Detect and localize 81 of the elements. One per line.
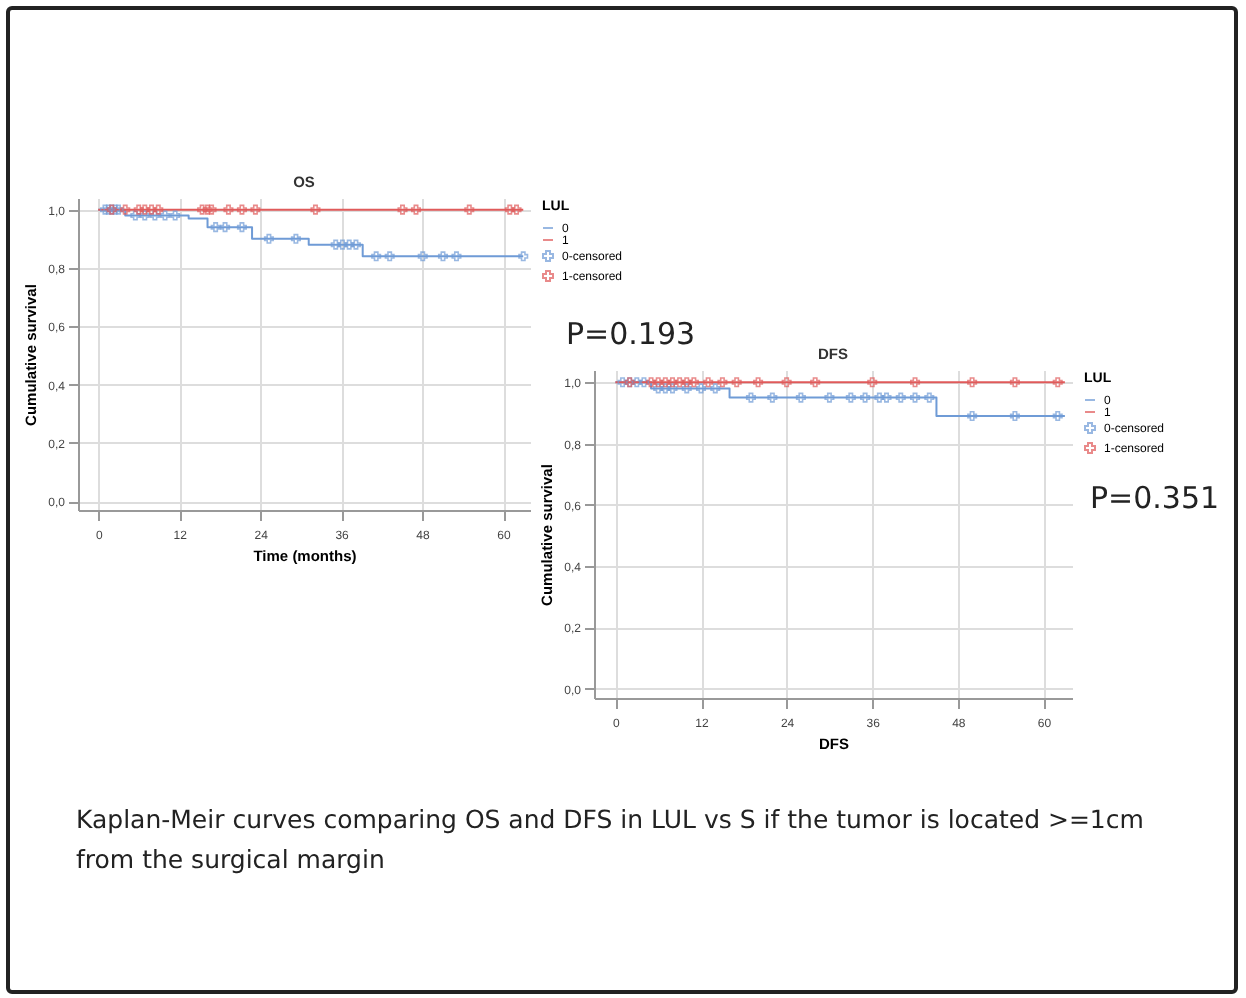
point — [767, 392, 778, 403]
point — [197, 204, 208, 215]
point — [681, 383, 692, 394]
text: Kaplan-Meir curves comparing OS and DFS in LUL vs S if the tumor is located >=1cm from the surgical margin — [76, 802, 1146, 878]
point — [874, 392, 885, 403]
point — [153, 204, 164, 215]
point — [99, 204, 111, 215]
point — [1009, 377, 1020, 388]
point — [688, 377, 699, 388]
point — [703, 377, 714, 388]
point — [967, 377, 978, 388]
point — [617, 377, 628, 388]
point — [845, 392, 856, 403]
point — [646, 377, 657, 388]
point — [910, 377, 921, 388]
point — [504, 204, 515, 215]
point — [745, 392, 756, 403]
text: P=0.351 — [1090, 480, 1220, 516]
point — [170, 210, 181, 221]
point — [695, 383, 707, 394]
point — [290, 233, 301, 244]
point — [130, 210, 141, 221]
point — [310, 204, 321, 215]
point — [384, 251, 395, 262]
point — [397, 204, 408, 215]
point — [202, 204, 213, 215]
point — [810, 377, 821, 388]
point — [139, 204, 150, 215]
point — [236, 204, 247, 215]
point — [263, 233, 274, 244]
point — [895, 392, 906, 403]
point — [206, 204, 217, 215]
point — [753, 377, 764, 388]
point — [781, 377, 792, 388]
point — [223, 204, 234, 215]
point — [1009, 410, 1020, 422]
point — [681, 377, 692, 388]
point — [653, 383, 664, 394]
point — [824, 392, 835, 403]
point — [330, 239, 341, 250]
point — [139, 210, 150, 221]
point — [344, 239, 355, 250]
point — [210, 222, 221, 233]
point — [717, 377, 728, 388]
point — [731, 377, 742, 388]
point — [860, 392, 871, 403]
point — [159, 210, 171, 221]
point — [1052, 377, 1063, 388]
point — [910, 392, 921, 403]
point — [631, 377, 642, 388]
point — [464, 204, 475, 215]
point — [924, 392, 935, 403]
point — [250, 204, 261, 215]
point — [133, 204, 144, 215]
point — [371, 251, 382, 262]
point — [795, 392, 806, 403]
point — [967, 410, 978, 422]
point — [236, 222, 247, 233]
point — [120, 204, 131, 215]
point — [660, 383, 671, 394]
point — [667, 383, 678, 394]
point — [881, 392, 892, 403]
point — [710, 383, 721, 394]
point — [220, 222, 231, 233]
point — [867, 377, 878, 388]
point — [674, 377, 685, 388]
point — [451, 251, 462, 262]
point — [511, 204, 522, 215]
point — [518, 251, 529, 262]
point — [660, 377, 671, 388]
point — [350, 239, 361, 250]
point — [437, 251, 449, 262]
point — [146, 204, 157, 215]
point — [337, 239, 348, 250]
point — [1052, 410, 1063, 422]
text: P=0.193 — [566, 316, 696, 352]
point — [417, 251, 428, 262]
point — [410, 204, 422, 215]
point — [653, 377, 664, 388]
point — [667, 377, 678, 388]
point — [638, 377, 649, 388]
